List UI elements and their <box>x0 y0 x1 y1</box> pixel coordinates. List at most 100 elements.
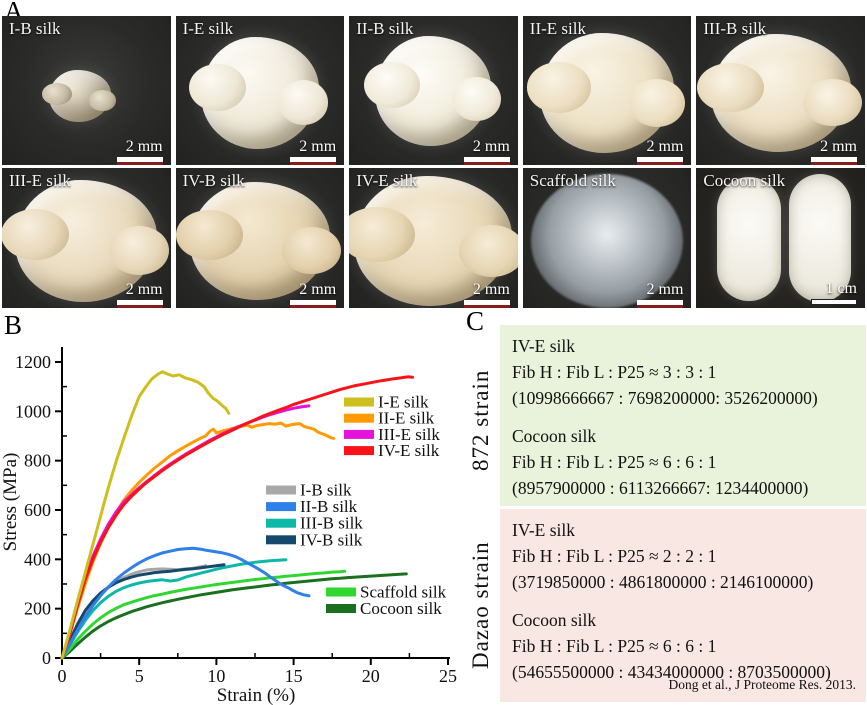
scale-bar: 2 mm <box>290 281 337 305</box>
scale-bar: 2 mm <box>116 281 163 305</box>
ratio-line: Fib H : Fib L : P25 ≈ 6 : 6 : 1 <box>512 452 717 472</box>
legend-label: IV-B silk <box>300 530 363 549</box>
scale-bar-line <box>290 300 337 305</box>
values-line: (10998666667 : 7698200000: 3526200000) <box>512 388 818 408</box>
legend-label: III-B silk <box>300 514 363 533</box>
tile-label: I-E silk <box>182 19 234 38</box>
series-iv-e-silk <box>60 375 414 660</box>
legend-swatch-iii-e-silk <box>344 429 374 439</box>
ratio-line: Fib H : Fib L : P25 ≈ 3 : 3 : 1 <box>512 362 717 382</box>
ratio-box-872-strain: IV-E silk Fib H : Fib L : P25 ≈ 3 : 3 : … <box>500 325 866 506</box>
scale-bar-label: 2 mm <box>820 138 857 155</box>
legend-label: IV-E silk <box>378 441 440 460</box>
panel-b-label: B <box>4 310 23 340</box>
scale-bar-label: 2 mm <box>125 138 163 155</box>
legend-swatch-iv-e-silk <box>344 446 374 456</box>
chart-text: 10 <box>207 666 225 686</box>
tile-label: IV-E silk <box>356 171 418 190</box>
chart-text: 1000 <box>15 401 51 421</box>
silk-blob <box>531 173 684 308</box>
photo-tile-ii-e-silk: II-E silk 2 mm <box>522 16 692 165</box>
chart-text: 25 <box>439 666 457 686</box>
scale-bar-label: 2 mm <box>472 138 510 155</box>
ratio-line: Fib H : Fib L : P25 ≈ 2 : 2 : 1 <box>512 546 717 566</box>
legend-swatch-iii-b-silk <box>266 518 296 528</box>
legend-label: I-E silk <box>378 393 429 412</box>
values-line: (3719850000 : 4861800000 : 2146100000) <box>512 572 814 592</box>
scale-bar: 2 mm <box>290 138 337 162</box>
scale-bar: 2 mm <box>637 281 684 305</box>
silk-blob <box>363 35 501 146</box>
tile-label: III-B silk <box>703 19 767 38</box>
silk-blob <box>42 70 116 123</box>
scale-bar-label: 2 mm <box>472 281 510 298</box>
tile-label: II-E silk <box>529 19 586 38</box>
chart-text: 0 <box>42 648 51 668</box>
ratio-box-dazao-strain: IV-E silk Fib H : Fib L : P25 ≈ 2 : 2 : … <box>500 509 866 702</box>
legend-swatch-iv-b-silk <box>266 535 296 545</box>
legend-swatch-i-e-silk <box>344 397 374 407</box>
tile-label: II-B silk <box>356 19 414 38</box>
scale-bar-line <box>116 300 163 305</box>
x-axis-title: Strain (%) <box>217 685 296 705</box>
scale-bar: 2 mm <box>811 138 857 162</box>
series-cocoon-silk <box>60 572 408 660</box>
sample-name: IV-E silk <box>512 336 576 356</box>
values-line: (54655500000 : 43434000000 : 8703500000) <box>512 662 831 682</box>
scale-bar-line <box>116 157 163 162</box>
sample-name: Cocoon silk <box>512 426 597 446</box>
chart-text: 15 <box>285 666 303 686</box>
panel-b: 0 5 10 15 20 25 0 200 400 600 800 1000 1200 Strain (%… <box>0 310 465 705</box>
chart-text: 200 <box>24 599 51 619</box>
series-iii-b-silk <box>60 558 288 660</box>
cocoon-right <box>789 174 852 302</box>
scale-bar-line <box>463 300 510 305</box>
legend-label: II-E silk <box>378 409 435 428</box>
scale-bar-line <box>290 157 337 162</box>
scale-bar-label: 2 mm <box>125 281 163 298</box>
legend-label: III-E silk <box>378 425 440 444</box>
scale-bar-label: 2 mm <box>299 281 337 298</box>
ratio-line: Fib H : Fib L : P25 ≈ 6 : 6 : 1 <box>512 636 717 656</box>
legend-label: Scaffold silk <box>360 583 447 602</box>
tile-label: III-E silk <box>9 171 71 190</box>
series-iv-b-silk <box>60 563 226 660</box>
photo-tile-iii-b-silk: III-B silk 2 mm <box>696 16 865 165</box>
chart-text: 20 <box>362 666 380 686</box>
photo-tile-iii-e-silk: III-E silk 2 mm <box>2 168 171 308</box>
legend-swatch-scaffold-silk <box>326 587 356 597</box>
series-i-e-silk <box>60 370 231 660</box>
legend-swatch-i-b-silk <box>266 485 296 495</box>
cocoon-left <box>717 177 782 301</box>
scale-bar: 2 mm <box>463 138 510 162</box>
tile-label: IV-B silk <box>182 171 245 190</box>
chart-text: 600 <box>24 500 51 520</box>
scale-bar-label: 2 mm <box>646 281 684 298</box>
legend-label: I-B silk <box>300 481 352 500</box>
citation: Dong et al., J Proteome Res. 2013. <box>668 677 856 692</box>
scale-bar: 1 cm <box>811 280 857 305</box>
chart-text: 1200 <box>15 352 51 372</box>
legend-swatch-ii-b-silk <box>266 502 296 512</box>
stress-strain-chart: 0 5 10 15 20 25 0 200 400 600 800 1000 1200 Strain (%… <box>0 347 457 705</box>
scale-bar-line <box>811 299 857 305</box>
scale-bar-label: 2 mm <box>299 138 337 155</box>
chart-text: 400 <box>24 549 51 569</box>
photo-tile-i-b-silk: I-B silk 2 mm <box>2 16 171 165</box>
scale-bar-line <box>463 157 510 162</box>
tile-label: Cocoon silk <box>703 171 786 190</box>
scale-bar-line <box>637 300 684 305</box>
photo-tile-ii-b-silk: II-B silk 2 mm <box>349 16 518 165</box>
legend-swatch-ii-e-silk <box>344 413 374 423</box>
photo-tile-scaffold-silk: Scaffold silk 2 mm <box>522 168 692 308</box>
photo-grid: I-B silk 2 mm I-E silk 2 mm II-B silk 2 … <box>2 16 865 308</box>
legend-label: Cocoon silk <box>360 599 442 618</box>
strain-group-label-872: 872 strain <box>468 369 493 471</box>
y-axis-title: Stress (MPa) <box>0 453 21 552</box>
silk-blob <box>349 175 518 306</box>
series-scaffold-silk <box>60 569 347 660</box>
chart-text: 800 <box>24 451 51 471</box>
strain-group-label-dazao: Dazao strain <box>468 541 493 669</box>
sample-name: IV-E silk <box>512 520 576 540</box>
